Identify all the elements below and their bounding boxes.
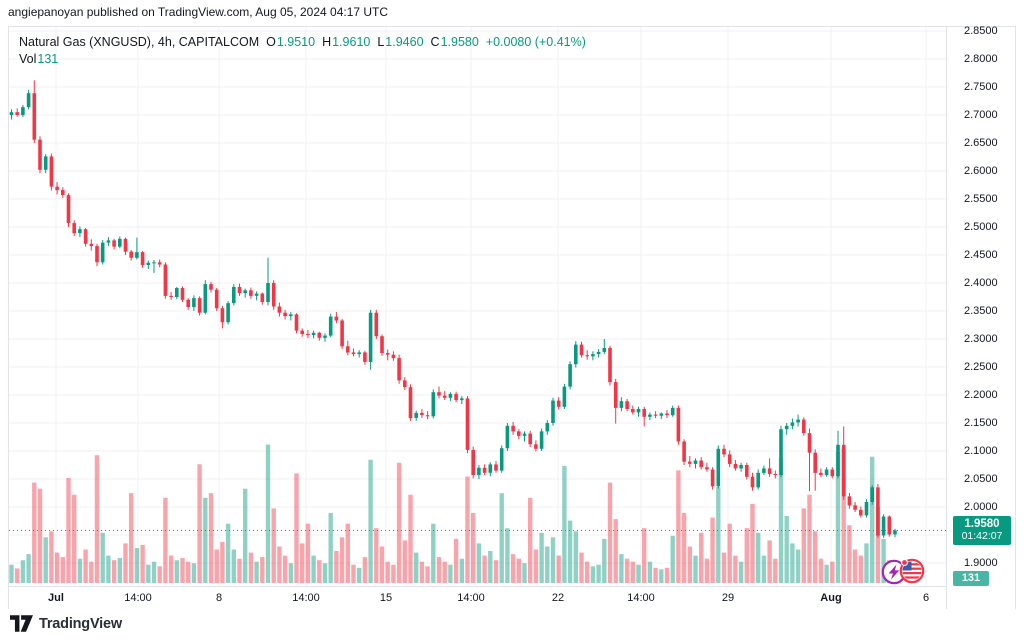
price-tick-label: 1.9000 [964, 556, 998, 569]
low-value: 1.9460 [385, 35, 424, 49]
time-tick-label: 14:00 [124, 592, 152, 604]
time-tick-label: Aug [820, 592, 842, 604]
price-tick-label: 2.4500 [964, 248, 998, 261]
bar-countdown: 01:42:07 [961, 530, 1003, 542]
time-tick-label: Jul [48, 592, 64, 604]
price-tick-label: 2.6000 [964, 164, 998, 177]
economic-event-icons[interactable] [875, 550, 929, 586]
price-tick-label: 2.0000 [964, 500, 998, 513]
volume-value: 131 [37, 52, 59, 66]
time-tick-label: 6 [922, 592, 930, 604]
time-tick-label: 8 [215, 592, 223, 604]
time-axis[interactable]: Jul 14:00 8 14:00 15 14:00 22 14:00 29 Aug 6 [9, 586, 946, 609]
price-tick-label: 2.5500 [964, 192, 998, 205]
time-tick-label: 22 [551, 592, 565, 604]
time-tick-label: 14:00 [292, 592, 320, 604]
time-tick-label: 15 [379, 592, 393, 604]
time-tick-label: 29 [721, 592, 735, 604]
price-tick-label: 2.5000 [964, 220, 998, 233]
volume-badge: 131 [953, 571, 989, 586]
tradingview-attribution[interactable]: TradingView [10, 615, 122, 632]
legend: Natural Gas (XNGUSD), 4h, CAPITALCOM O1.9… [19, 34, 586, 68]
event-alert-dot [900, 558, 909, 567]
last-price-badge: 1.9580 01:42:07 [953, 516, 1011, 545]
publish-info: angiepanoyan published on TradingView.co… [8, 5, 389, 19]
price-tick-label: 2.6500 [964, 136, 998, 149]
price-tick-label: 2.3000 [964, 332, 998, 345]
change-value: +0.0080 (+0.41%) [485, 35, 586, 49]
tradingview-logo-text: TradingView [39, 615, 122, 632]
price-axis[interactable]: 1.90001.95002.00002.05002.10002.15002.20… [946, 24, 1015, 609]
high-label: H [322, 35, 332, 49]
candlestick-canvas[interactable] [9, 27, 946, 586]
price-tick-label: 2.1500 [964, 416, 998, 429]
open-value: 1.9510 [276, 35, 316, 49]
volume-label: Vol [19, 52, 37, 66]
legend-line-2: Vol131 [19, 51, 586, 68]
price-tick-label: 2.7000 [964, 108, 998, 121]
symbol-title[interactable]: Natural Gas (XNGUSD), 4h, CAPITALCOM [19, 35, 260, 49]
price-tick-label: 2.1000 [964, 444, 998, 457]
price-chart-pane[interactable]: Natural Gas (XNGUSD), 4h, CAPITALCOM O1.9… [9, 27, 946, 586]
low-label: L [377, 35, 385, 49]
us-flag-economic-event-icon [899, 558, 925, 584]
open-label: O [266, 35, 276, 49]
tradingview-logo-icon [10, 615, 33, 632]
price-tick-label: 2.3500 [964, 304, 998, 317]
price-tick-label: 2.0500 [964, 472, 998, 485]
chart-widget: Natural Gas (XNGUSD), 4h, CAPITALCOM O1.9… [8, 24, 1016, 609]
high-value: 1.9610 [332, 35, 371, 49]
last-price-value: 1.9580 [964, 518, 1000, 530]
price-tick-label: 2.7500 [964, 80, 998, 93]
price-tick-label: 2.8000 [964, 52, 998, 65]
time-tick-label: 14:00 [457, 592, 485, 604]
price-tick-label: 2.2000 [964, 388, 998, 401]
close-value: 1.9580 [440, 35, 479, 49]
time-tick-label: 14:00 [627, 592, 655, 604]
price-tick-label: 2.8500 [964, 24, 998, 37]
price-tick-label: 2.4000 [964, 276, 998, 289]
legend-line-1: Natural Gas (XNGUSD), 4h, CAPITALCOM O1.9… [19, 34, 586, 51]
price-tick-label: 2.2500 [964, 360, 998, 373]
close-label: C [430, 35, 440, 49]
